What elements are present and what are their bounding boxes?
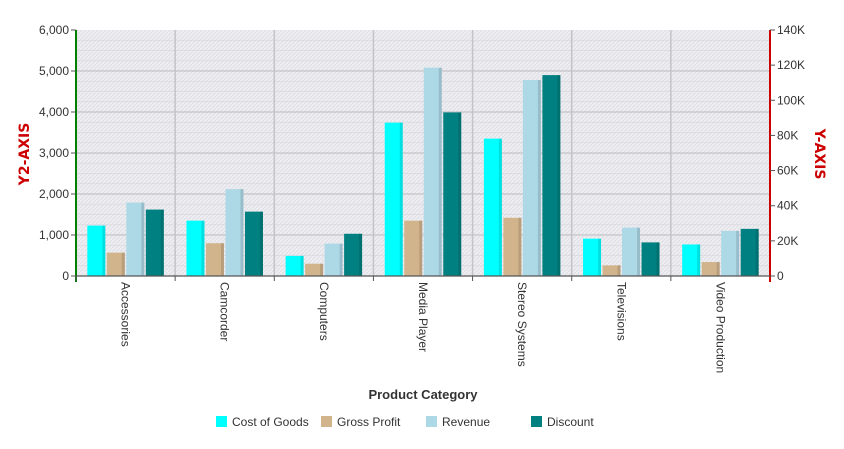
- bar-shade: [102, 225, 106, 276]
- category-label: Accessories: [119, 282, 133, 347]
- bar-shade: [518, 217, 522, 276]
- bar: [285, 255, 304, 276]
- legend-label: Revenue: [442, 415, 490, 429]
- legend-swatch: [531, 416, 542, 427]
- bar: [404, 220, 423, 276]
- bar-shade: [755, 228, 759, 276]
- bar: [145, 209, 164, 276]
- bar-shade: [419, 220, 423, 276]
- bar-shade: [716, 262, 720, 276]
- category-label: Computers: [317, 282, 331, 341]
- y-tick-label: 40K: [777, 199, 798, 213]
- bar-shade: [697, 244, 701, 276]
- legend-swatch: [426, 416, 437, 427]
- y-axis-ticks: 0 20K 40K 60K 80K 100K 120K 140K: [770, 23, 805, 283]
- bar: [126, 202, 145, 276]
- y-tick-label: 0: [777, 269, 784, 283]
- bar: [443, 112, 462, 276]
- category-label: Camcorder: [218, 282, 232, 341]
- bar: [641, 242, 660, 276]
- y-axis-title: Y-AXIS: [811, 128, 827, 180]
- y2-tick-label: 4,000: [39, 105, 69, 119]
- bar: [106, 252, 125, 276]
- bars: [87, 67, 759, 277]
- bar-shade: [240, 189, 244, 276]
- category-label: Televisions: [614, 282, 628, 341]
- bar-shade: [399, 122, 403, 276]
- y2-tick-label: 2,000: [39, 187, 69, 201]
- bar: [740, 228, 759, 276]
- bar: [602, 265, 621, 276]
- bar: [503, 217, 522, 276]
- bar: [682, 244, 701, 276]
- legend-label: Gross Profit: [337, 415, 401, 429]
- y-tick-label: 80K: [777, 128, 798, 142]
- bar: [542, 75, 561, 276]
- bar-shade: [598, 238, 602, 276]
- legend-swatch: [321, 416, 332, 427]
- legend-label: Cost of Goods: [232, 415, 309, 429]
- bar-shade: [498, 138, 502, 276]
- bar: [583, 238, 602, 276]
- bar-shade: [359, 233, 363, 276]
- legend-swatch: [216, 416, 227, 427]
- bar: [384, 122, 403, 276]
- bar-shade: [320, 263, 324, 276]
- bar-shade: [656, 242, 660, 276]
- y-tick-label: 120K: [777, 58, 805, 72]
- bar-shade: [458, 112, 462, 276]
- y-tick-label: 100K: [777, 93, 805, 107]
- y-tick-label: 60K: [777, 164, 798, 178]
- bar-shade: [637, 227, 641, 276]
- bar-shade: [201, 220, 205, 276]
- bar: [701, 262, 720, 276]
- y2-tick-label: 1,000: [39, 228, 69, 242]
- bar: [344, 233, 363, 276]
- category-label: Video Production: [713, 282, 727, 373]
- legend: Cost of Goods Gross Profit Revenue Discount: [216, 415, 594, 429]
- bar: [186, 220, 205, 276]
- y2-tick-label: 3,000: [39, 146, 69, 160]
- bar: [522, 80, 541, 277]
- category-label: Media Player: [416, 282, 430, 352]
- bar-shade: [220, 243, 224, 276]
- y2-tick-label: 5,000: [39, 64, 69, 78]
- bar: [205, 243, 224, 276]
- bar-shade: [617, 265, 621, 276]
- bar: [622, 227, 641, 276]
- bar: [423, 67, 442, 276]
- bar-shade: [438, 67, 442, 276]
- bar: [721, 230, 740, 276]
- x-axis-title: Product Category: [368, 387, 478, 402]
- legend-label: Discount: [547, 415, 594, 429]
- y2-tick-label: 6,000: [39, 23, 69, 37]
- y2-axis-ticks: 0 1,000 2,000 3,000 4,000 5,000 6,000: [39, 23, 76, 283]
- y2-axis-title: Y2-AXIS: [17, 123, 33, 187]
- y-tick-label: 20K: [777, 234, 798, 248]
- axes: [75, 30, 771, 282]
- bar: [225, 189, 244, 276]
- bar-shade: [141, 202, 145, 276]
- bar-shade: [160, 209, 164, 276]
- bar-shade: [537, 80, 541, 277]
- bar-shade: [121, 252, 125, 276]
- bar: [483, 138, 502, 276]
- bar: [324, 243, 343, 276]
- bar-shade: [339, 243, 343, 276]
- category-labels: Accessories Camcorder Computers Media Playe…: [75, 276, 727, 373]
- category-label: Stereo Systems: [515, 282, 529, 367]
- bar-shade: [259, 211, 263, 276]
- bar: [305, 263, 324, 276]
- bar-shade: [300, 255, 304, 276]
- y-tick-label: 140K: [777, 23, 805, 37]
- bar-shade: [736, 230, 740, 276]
- bar: [87, 225, 106, 276]
- bar: [244, 211, 263, 276]
- y2-tick-label: 0: [62, 269, 69, 283]
- bar-shade: [557, 75, 561, 276]
